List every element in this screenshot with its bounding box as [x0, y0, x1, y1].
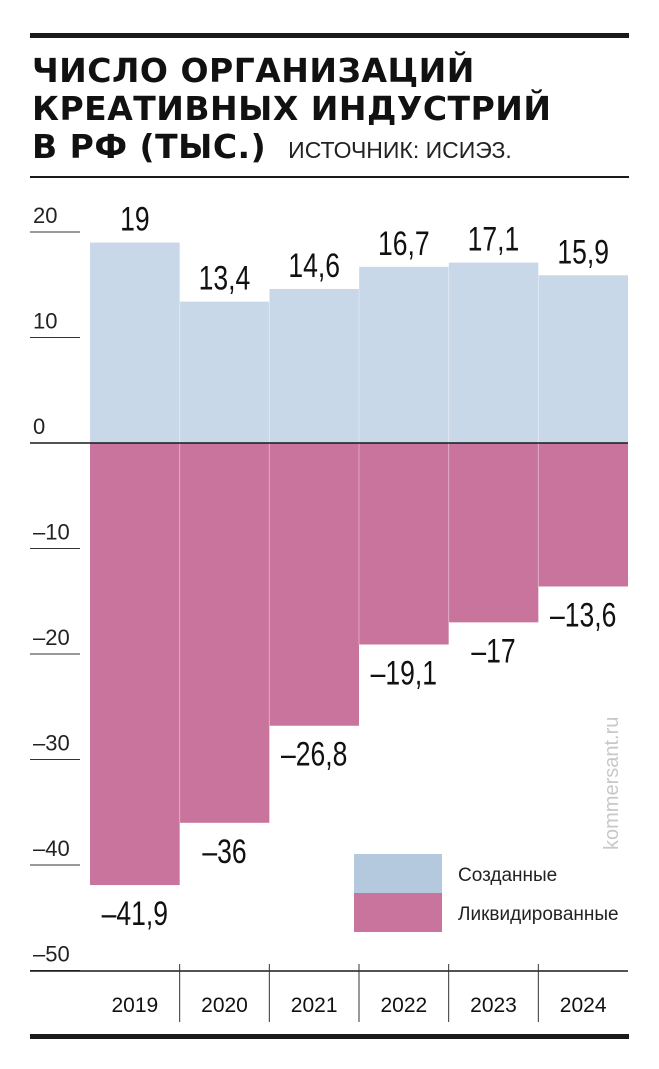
x-tick-label-2022: 2022 — [380, 994, 427, 1017]
data-label-liquidated-2024: –13,6 — [550, 596, 616, 634]
source-note: ИСТОЧНИК: ИСИЭЗ. — [288, 137, 512, 163]
y-tick-label: –40 — [33, 836, 70, 861]
data-label-liquidated-2020: –36 — [202, 833, 246, 871]
x-tick-label-2019: 2019 — [111, 994, 158, 1017]
x-tick-label-2020: 2020 — [201, 994, 248, 1017]
bar-created-2021 — [269, 288, 359, 443]
data-label-created-2022: 16,7 — [378, 225, 430, 263]
bar-liquidated-2021 — [269, 443, 359, 726]
title-line-1: ЧИСЛО ОРГАНИЗАЦИЙ — [32, 51, 475, 90]
legend: Созданные Ликвидированные — [354, 854, 619, 932]
bar-created-2019 — [90, 242, 180, 443]
legend-swatch-created — [354, 854, 442, 893]
title-line-2: КРЕАТИВНЫХ ИНДУСТРИЙ — [32, 89, 552, 128]
data-label-created-2020: 13,4 — [199, 260, 251, 298]
y-axis: 20 10 0 –10 –20 –30 –40 –50 — [30, 203, 80, 971]
data-label-created-2019: 19 — [120, 200, 150, 238]
y-tick-label: 10 — [33, 309, 57, 334]
data-label-liquidated-2023: –17 — [471, 632, 515, 670]
bar-created-2024 — [538, 275, 628, 443]
bar-created-2022 — [359, 266, 449, 443]
x-tick-label-2024: 2024 — [560, 994, 607, 1017]
title-line-3: В РФ (ТЫС.) ИСТОЧНИК: ИСИЭЗ. — [32, 128, 632, 169]
bar-liquidated-2019 — [90, 443, 180, 886]
bar-liquidated-2020 — [179, 443, 270, 823]
title-line-3-text: В РФ (ТЫС.) — [32, 127, 267, 166]
data-labels: 19 –41,9 13,4 –36 14,6 –26,8 16,7 –19,1 17,1 –17 1… — [102, 200, 617, 932]
data-label-created-2023: 17,1 — [468, 220, 520, 258]
data-label-created-2024: 15,9 — [557, 233, 609, 271]
bottom-rule — [30, 1034, 629, 1039]
data-label-liquidated-2019: –41,9 — [102, 895, 168, 933]
title-underline — [30, 176, 629, 178]
top-rule — [30, 33, 629, 38]
y-tick-label: 20 — [33, 203, 57, 228]
x-tick-label-2023: 2023 — [470, 994, 517, 1017]
bar-created-2020 — [179, 301, 270, 443]
y-tick-label: –30 — [33, 731, 70, 756]
x-tick-label-2021: 2021 — [291, 994, 338, 1017]
bar-liquidated-2023 — [448, 443, 539, 623]
y-tick-label: –10 — [33, 520, 70, 545]
bars — [30, 242, 628, 886]
y-tick-label: 0 — [33, 414, 45, 439]
x-axis: 2019 2020 2021 2022 2023 2024 — [30, 964, 628, 1022]
bar-liquidated-2022 — [359, 443, 449, 645]
legend-swatch-liquidated — [354, 893, 442, 932]
legend-label-liquidated: Ликвидированные — [458, 904, 619, 925]
y-tick-label: –50 — [33, 942, 70, 967]
chart-title: ЧИСЛО ОРГАНИЗАЦИЙ КРЕАТИВНЫХ ИНДУСТРИЙ В… — [32, 52, 632, 169]
y-tick-label: –20 — [33, 625, 70, 650]
bar-liquidated-2024 — [538, 443, 628, 587]
data-label-liquidated-2021: –26,8 — [281, 736, 347, 774]
data-label-liquidated-2022: –19,1 — [371, 654, 437, 692]
legend-label-created: Созданные — [458, 865, 557, 886]
watermark: kommersant.ru — [601, 717, 623, 850]
bar-created-2023 — [448, 262, 539, 443]
data-label-created-2021: 14,6 — [288, 247, 340, 285]
